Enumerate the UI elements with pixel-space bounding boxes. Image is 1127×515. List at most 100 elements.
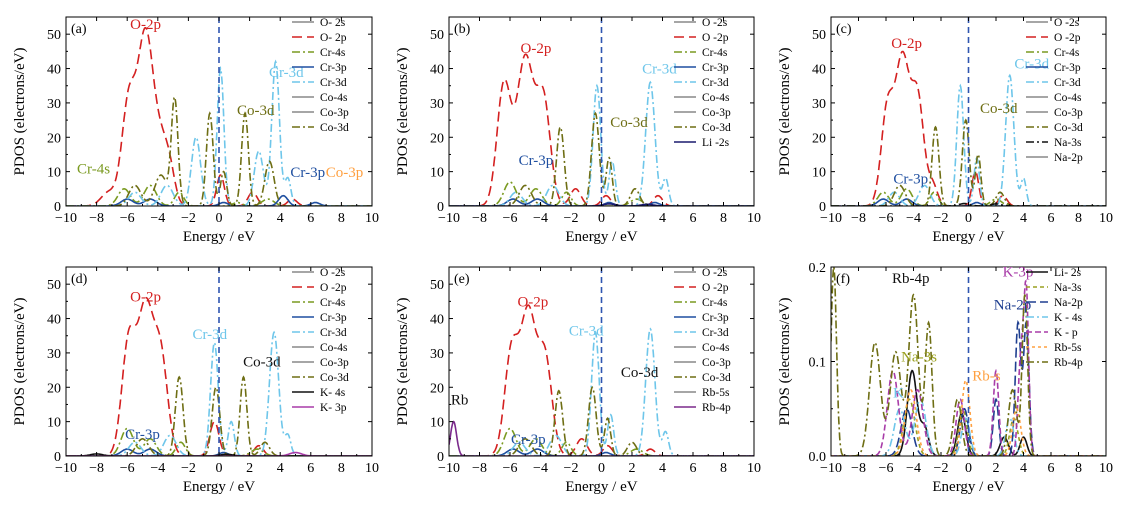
peak-annotation: O-2p <box>521 41 552 57</box>
x-tick-label: 6 <box>307 211 314 226</box>
legend-label: Li -2s <box>702 137 730 149</box>
series-line-cr-4s <box>66 427 372 456</box>
legend-label: Cr-3d <box>320 77 347 89</box>
peak-annotation: K-3p <box>1003 264 1034 280</box>
x-tick-label: 6 <box>690 461 697 476</box>
x-tick-label: 4 <box>659 461 666 476</box>
x-tick-label: −4 <box>150 211 165 226</box>
x-tick-label: −8 <box>851 461 866 476</box>
peak-annotation: Cr-3d <box>1014 57 1049 73</box>
panel-label: (f) <box>836 272 850 287</box>
y-tick-label: 20 <box>47 131 61 146</box>
legend-label: Cr-4s <box>320 297 346 309</box>
peak-annotation: Cr-4s <box>77 161 110 177</box>
x-tick-label: −6 <box>879 461 894 476</box>
y-tick-label: 20 <box>812 131 826 146</box>
x-axis-label: Energy / eV <box>932 479 1004 495</box>
legend-label: Na-3s <box>1054 137 1082 149</box>
panel-label: (d) <box>71 272 88 287</box>
legend-label: O -2p <box>702 282 729 294</box>
legend-label: Co-3p <box>1054 107 1083 119</box>
x-tick-label: −10 <box>438 461 460 476</box>
peak-annotation: Cr-3p <box>511 432 546 448</box>
peak-annotation: Co-3d <box>243 355 281 371</box>
x-axis-label: Energy / eV <box>565 229 637 245</box>
legend-label: K - 4s <box>1054 312 1083 324</box>
x-axis-label: Energy / eV <box>183 479 255 495</box>
peak-annotation: Rb <box>451 392 469 408</box>
legend: O -2s O -2p Cr-4s Cr-3p Cr-3d Co-4s Co-3p Co-3d… <box>292 267 349 414</box>
y-tick-label: 0.2 <box>809 261 827 276</box>
y-tick-label: 20 <box>430 131 444 146</box>
series-line-cr-4s <box>449 181 754 206</box>
x-tick-label: 10 <box>365 461 379 476</box>
legend-label: Cr-3d <box>702 327 729 339</box>
legend-label: O -2s <box>320 267 346 279</box>
x-tick-label: 10 <box>1099 461 1113 476</box>
x-tick-label: 6 <box>307 461 314 476</box>
legend-label: Cr-3p <box>702 312 729 324</box>
panel-a: −10 −8 −6 −4 −2 0 2 4 6 8 10 0 10 20 30 40 50 Energy / eV… <box>12 16 379 245</box>
legend-label: Na-2p <box>1054 152 1083 164</box>
x-tick-label: −2 <box>181 211 196 226</box>
y-tick-label: 30 <box>47 347 61 362</box>
panel-e: −10 −8 −6 −4 −2 0 2 4 6 8 10 0 10 20 30 40 50 Energy / eV… <box>395 266 761 495</box>
y-tick-label: 0 <box>54 450 61 465</box>
peak-annotation: O-2p <box>891 36 922 52</box>
x-tick-label: 4 <box>1020 461 1027 476</box>
legend-label: Rb-5s <box>702 387 730 399</box>
peak-annotation: Cr-3d <box>642 62 677 78</box>
peak-annotation: Co-3p <box>326 165 364 181</box>
legend-label: Co-3d <box>702 122 731 134</box>
x-tick-label: −2 <box>181 461 196 476</box>
legend-label: O- 2p <box>320 32 347 44</box>
y-tick-label: 30 <box>812 97 826 112</box>
y-tick-label: 20 <box>430 381 444 396</box>
x-tick-label: −4 <box>906 461 921 476</box>
x-tick-label: 0 <box>216 211 223 226</box>
legend: O -2s O -2p Cr-4s Cr-3p Cr-3d Co-4s Co-3p Co-3d… <box>1026 17 1083 164</box>
panel-label: (b) <box>454 22 471 37</box>
y-tick-label: 0 <box>819 200 826 215</box>
legend-label: O -2p <box>1054 32 1081 44</box>
y-tick-label: 20 <box>47 381 61 396</box>
x-axis-label: Energy / eV <box>565 479 637 495</box>
panel-label: (e) <box>454 272 470 287</box>
x-tick-label: 2 <box>993 461 1000 476</box>
peak-annotation: Rb-s <box>972 368 1001 384</box>
y-tick-label: 10 <box>47 416 61 431</box>
x-tick-label: −6 <box>120 211 135 226</box>
y-tick-label: 0 <box>437 450 444 465</box>
x-tick-label: −8 <box>472 461 487 476</box>
y-tick-label: 10 <box>812 166 826 181</box>
legend-label: Cr-4s <box>702 297 728 309</box>
legend-label: Cr-3d <box>320 327 347 339</box>
y-tick-label: 50 <box>47 28 61 43</box>
y-tick-label: 10 <box>47 166 61 181</box>
x-tick-label: −4 <box>150 461 165 476</box>
y-axis-label: PDOS (electrons/eV) <box>777 298 793 426</box>
x-tick-label: −8 <box>89 211 104 226</box>
peak-annotation: Co-3d <box>980 101 1018 117</box>
y-tick-label: 50 <box>812 28 826 43</box>
legend-label: Co-3d <box>702 372 731 384</box>
x-tick-label: 8 <box>720 461 727 476</box>
y-tick-label: 30 <box>430 97 444 112</box>
x-tick-label: 2 <box>246 461 253 476</box>
series-line-cr-4s <box>66 184 372 206</box>
peak-annotation: Co-3d <box>237 103 275 119</box>
x-tick-label: 2 <box>993 211 1000 226</box>
series-line-li-2s <box>831 369 1106 456</box>
x-tick-label: 6 <box>1048 461 1055 476</box>
peak-annotation: K <box>893 385 904 401</box>
x-tick-label: 2 <box>629 211 636 226</box>
series-line-o-2p <box>66 296 372 456</box>
y-tick-label: 0.1 <box>809 356 827 371</box>
y-tick-label: 40 <box>430 313 444 328</box>
legend-label: Cr-3p <box>320 62 347 74</box>
legend-label: Co-4s <box>320 342 348 354</box>
y-tick-label: 50 <box>47 278 61 293</box>
x-tick-label: −4 <box>533 211 548 226</box>
x-tick-label: 4 <box>277 211 284 226</box>
x-tick-label: 2 <box>246 211 253 226</box>
